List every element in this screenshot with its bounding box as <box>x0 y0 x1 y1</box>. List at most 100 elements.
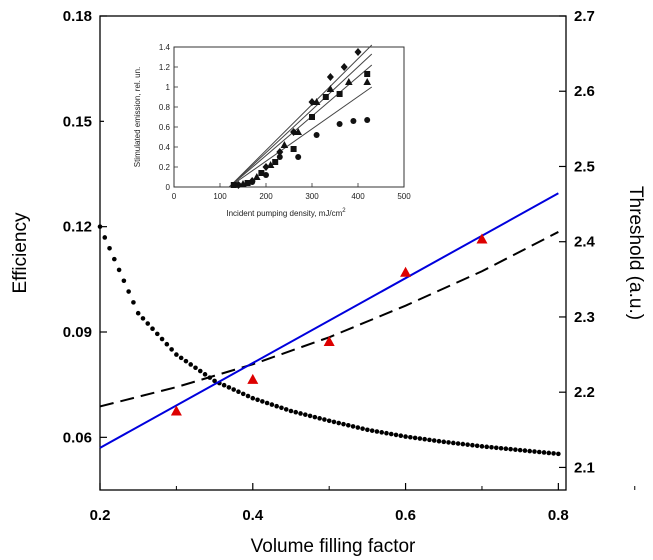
threshold-dot <box>193 365 198 371</box>
y-left-tick-label: 0.12 <box>63 219 92 236</box>
x-tick-label: 0.8 <box>548 507 569 524</box>
y-right-tick-label: 2.6 <box>574 83 595 100</box>
threshold-dot <box>140 316 146 321</box>
efficiency-marker <box>170 405 182 416</box>
threshold-dot <box>236 389 241 395</box>
threshold-dot <box>345 422 351 428</box>
threshold-dot <box>183 358 189 364</box>
threshold-dot <box>350 424 356 429</box>
threshold-dot <box>336 420 342 426</box>
y-right-tick-label: 2.5 <box>574 158 595 175</box>
threshold-dot <box>303 412 308 417</box>
inset-diamond-point <box>326 73 334 81</box>
inset-circle-point <box>235 182 242 188</box>
inset-axis-ticks <box>173 46 405 188</box>
threshold-dot <box>283 407 289 412</box>
threshold-dot <box>398 433 404 439</box>
threshold-dot <box>489 445 494 450</box>
threshold-dot <box>374 429 380 434</box>
inset-triangle-point <box>312 98 321 105</box>
threshold-dot <box>250 395 256 401</box>
efficiency-marker <box>247 373 259 384</box>
threshold-dot <box>221 382 227 388</box>
inset-x-tick-label: 300 <box>305 192 319 201</box>
main-series <box>97 192 561 457</box>
main-tick-labels: 0.2 0.4 0.6 0.8 0.06 0.09 0.12 0.15 0.18 2.1 2.2 2.… <box>63 8 596 524</box>
inset-y-tick-label: 1 <box>166 83 171 92</box>
threshold-dot <box>379 430 385 435</box>
threshold-dot <box>546 450 552 456</box>
threshold-dot <box>107 245 112 251</box>
inset-triangle-point <box>363 78 371 85</box>
threshold-dot <box>431 438 437 443</box>
threshold-dot <box>317 416 322 421</box>
threshold-dot <box>154 331 160 337</box>
inset-square-point <box>272 159 279 165</box>
inset-diamond-point <box>354 48 362 56</box>
inset-square-point <box>309 114 315 120</box>
threshold-dot <box>322 417 327 422</box>
threshold-dot <box>441 439 447 445</box>
threshold-dot <box>231 387 236 392</box>
inset-square-point <box>364 71 371 77</box>
threshold-dot <box>455 441 461 446</box>
threshold-dot <box>465 442 470 447</box>
inset-square-point <box>336 91 343 97</box>
threshold-dot <box>484 444 490 450</box>
threshold-dot <box>436 438 442 444</box>
threshold-dot <box>551 451 556 456</box>
threshold-dot <box>240 391 246 397</box>
inset-x-tick-label: 100 <box>213 192 227 201</box>
main-plot-area: 0.2 0.4 0.6 0.8 0.06 0.09 0.12 0.15 0.18 2.1 2.2 2.… <box>63 8 636 524</box>
inset-circle-point <box>295 154 302 160</box>
threshold-dot <box>422 436 427 442</box>
threshold-dot <box>446 440 451 445</box>
inset-x-tick-label: 0 <box>172 192 177 201</box>
threshold-dot <box>226 385 232 390</box>
threshold-dot <box>493 445 499 451</box>
threshold-dot <box>307 413 313 419</box>
threshold-dot <box>331 419 337 425</box>
threshold-dot <box>159 336 165 342</box>
threshold-dot <box>145 321 151 326</box>
y-left-tick-label: 0.15 <box>63 113 92 130</box>
inset-y-tick-label: 0.6 <box>159 123 171 132</box>
threshold-dot <box>408 434 413 440</box>
y-right-tick-label: 2.3 <box>574 309 595 326</box>
threshold-dot <box>126 289 131 294</box>
threshold-dot <box>556 451 561 457</box>
inset-x-tick-label: 400 <box>351 192 365 201</box>
inset-plot-frame <box>173 46 405 188</box>
threshold-dot <box>517 447 523 453</box>
threshold-dot <box>388 431 394 437</box>
threshold-dot <box>102 235 108 240</box>
threshold-dot <box>470 442 475 448</box>
inset-fit-line <box>228 64 373 188</box>
inset-y-tick-label: 1.2 <box>159 63 171 72</box>
inset-y-tick-label: 0.4 <box>159 143 171 152</box>
efficiency-fit-line <box>99 192 559 449</box>
threshold-dot <box>116 267 122 273</box>
threshold-dot <box>112 256 117 262</box>
x-axis-title: Volume filling factor <box>251 536 416 557</box>
threshold-dot <box>417 436 423 441</box>
threshold-dot <box>427 437 432 443</box>
threshold-dot <box>169 347 174 352</box>
inset-triangle-point <box>294 128 302 135</box>
dashed-series-line <box>99 231 559 408</box>
inset-square-point <box>290 146 297 152</box>
y-right-tick-label: 2.7 <box>574 8 595 25</box>
threshold-dot <box>298 411 303 416</box>
inset-triangle-point <box>280 141 289 148</box>
efficiency-marker <box>476 233 488 244</box>
threshold-dot <box>451 440 456 446</box>
threshold-dot <box>460 441 466 447</box>
threshold-dot <box>188 362 194 367</box>
threshold-dot <box>522 448 528 453</box>
threshold-dot <box>503 446 509 452</box>
inset-circle-point <box>249 179 256 185</box>
threshold-dot <box>360 426 365 431</box>
efficiency-marker <box>400 266 412 277</box>
threshold-dot <box>279 405 284 411</box>
